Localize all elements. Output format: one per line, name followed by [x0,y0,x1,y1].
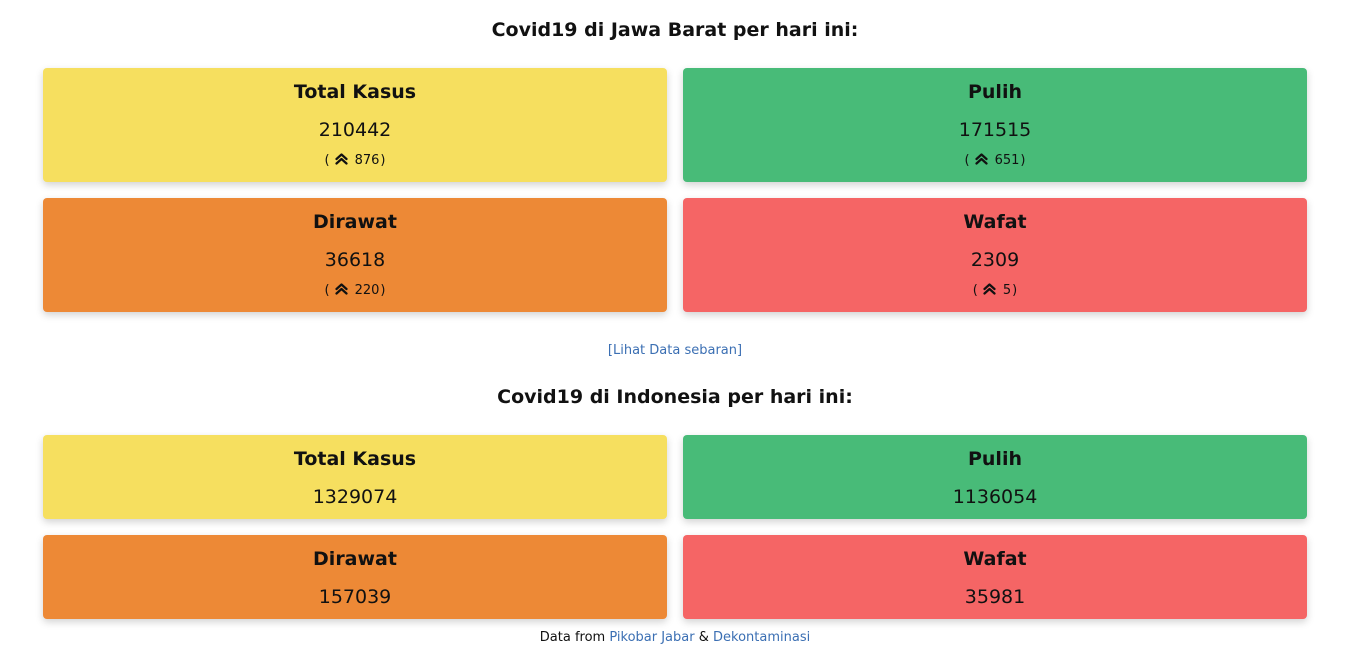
card-value: 210442 [318,119,392,141]
card-value: 1329074 [312,486,398,508]
card-label: Pulih [967,448,1022,470]
card-label: Dirawat [313,211,397,233]
card-delta: (651) [964,153,1026,168]
card-delta-value: 5 [1002,283,1012,298]
footer: Data from Pikobar Jabar & Dekontaminasi [0,630,1350,646]
card-label: Wafat [963,548,1027,570]
card-label: Pulih [967,81,1022,103]
indonesia-card-total-kasus: Total Kasus 1329074 [43,435,667,519]
pikobar-jabar-link[interactable]: Pikobar Jabar [609,630,695,645]
card-delta: (220) [324,283,386,298]
card-value: 1136054 [952,486,1038,508]
double-chevron-up-icon [334,153,348,165]
card-delta-value: 651 [994,153,1020,168]
jabar-card-wafat: Wafat 2309 (5) [683,198,1307,312]
see-more-row: [Lihat Data sebaran] [0,343,1350,359]
jabar-section-title: Covid19 di Jawa Barat per hari ini: [491,19,859,41]
card-value: 36618 [324,249,386,271]
card-delta: (876) [324,153,386,168]
card-delta-value: 876 [354,153,380,168]
card-label: Total Kasus [293,448,417,470]
dekontaminasi-link[interactable]: Dekontaminasi [713,630,811,645]
indonesia-card-pulih: Pulih 1136054 [683,435,1307,519]
card-delta-value: 220 [354,283,380,298]
card-delta: (5) [972,283,1018,298]
card-value: 157039 [318,586,392,608]
jabar-card-pulih: Pulih 171515 (651) [683,68,1307,182]
card-label: Total Kasus [293,81,417,103]
indonesia-card-wafat: Wafat 35981 [683,535,1307,619]
double-chevron-up-icon [334,283,348,295]
card-value: 2309 [970,249,1020,271]
card-value: 35981 [964,586,1026,608]
indonesia-section-title: Covid19 di Indonesia per hari ini: [497,386,853,408]
card-label: Wafat [963,211,1027,233]
jabar-card-total-kasus: Total Kasus 210442 (876) [43,68,667,182]
footer-separator: & [698,630,709,645]
card-label: Dirawat [313,548,397,570]
double-chevron-up-icon [983,283,996,295]
indonesia-card-dirawat: Dirawat 157039 [43,535,667,619]
lihat-data-sebaran-link[interactable]: [Lihat Data sebaran] [607,343,743,358]
jabar-card-dirawat: Dirawat 36618 (220) [43,198,667,312]
card-value: 171515 [958,119,1032,141]
double-chevron-up-icon [974,153,988,165]
footer-prefix: Data from [539,630,606,645]
